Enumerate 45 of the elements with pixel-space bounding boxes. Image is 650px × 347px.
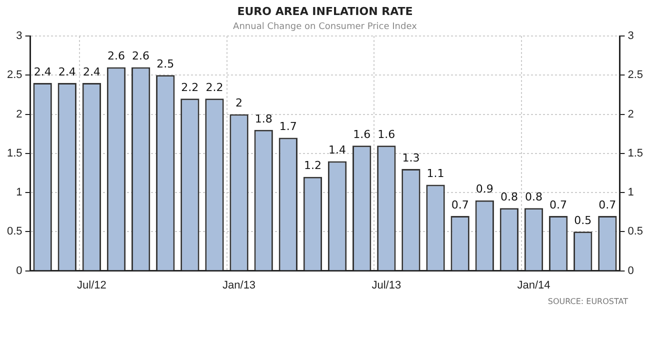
y-tick-label: 2 <box>16 108 22 120</box>
y2-tick-label: 3 <box>628 30 634 42</box>
data-label: 1.6 <box>353 128 371 141</box>
chart-subtitle: Annual Change on Consumer Price Index <box>232 22 418 32</box>
data-label: 0.9 <box>476 182 494 196</box>
y2-tick-label: 2.5 <box>628 69 644 82</box>
data-label: 2.4 <box>82 65 100 78</box>
data-label: 1.1 <box>426 167 444 180</box>
data-label: 2.2 <box>206 80 224 94</box>
x-tick-label: Jul/13 <box>372 279 402 292</box>
y-tick-label: 3 <box>16 30 22 42</box>
y2-tick-label: 1.5 <box>628 147 644 160</box>
y-tick-label: 0 <box>16 264 22 277</box>
y-tick-label: 2.5 <box>6 69 22 82</box>
y2-tick-label: 1 <box>628 186 634 199</box>
data-label: 1.2 <box>304 159 322 172</box>
y-tick-label: 0.5 <box>6 226 22 238</box>
data-label: 1.3 <box>402 151 420 164</box>
data-label: 1.6 <box>378 128 396 141</box>
data-label: 1.8 <box>254 112 272 126</box>
x-tick-label: Jul/12 <box>77 279 106 292</box>
y2-tick-label: 0 <box>628 264 634 277</box>
data-label: 2.6 <box>132 50 150 63</box>
data-label: 2.5 <box>156 57 174 70</box>
data-label: 1.7 <box>279 120 297 134</box>
source-note: SOURCE: EUROSTAT <box>548 297 628 306</box>
data-label: 0.7 <box>598 198 616 212</box>
chart-title: EURO AREA INFLATION RATE <box>236 5 414 18</box>
y2-tick-label: 2 <box>628 108 634 120</box>
data-label: 2.4 <box>34 65 52 78</box>
data-label: 2.4 <box>58 65 76 78</box>
data-label: 0.7 <box>451 198 469 212</box>
data-label: 0.8 <box>500 190 518 204</box>
y-tick-label: 1 <box>16 186 22 199</box>
data-label: 0.5 <box>574 214 592 228</box>
x-tick-label: Jan/14 <box>517 279 550 292</box>
data-label: 2.2 <box>181 80 199 94</box>
y-tick-label: 1.5 <box>6 147 22 160</box>
data-label: 0.8 <box>525 190 542 204</box>
data-label: 1.4 <box>328 144 346 157</box>
y2-tick-label: 0.5 <box>628 226 644 238</box>
data-label: 2.6 <box>108 50 125 63</box>
data-label: 2 <box>236 96 243 110</box>
x-tick-label: Jan/13 <box>222 279 256 292</box>
data-label: 0.7 <box>550 198 568 212</box>
